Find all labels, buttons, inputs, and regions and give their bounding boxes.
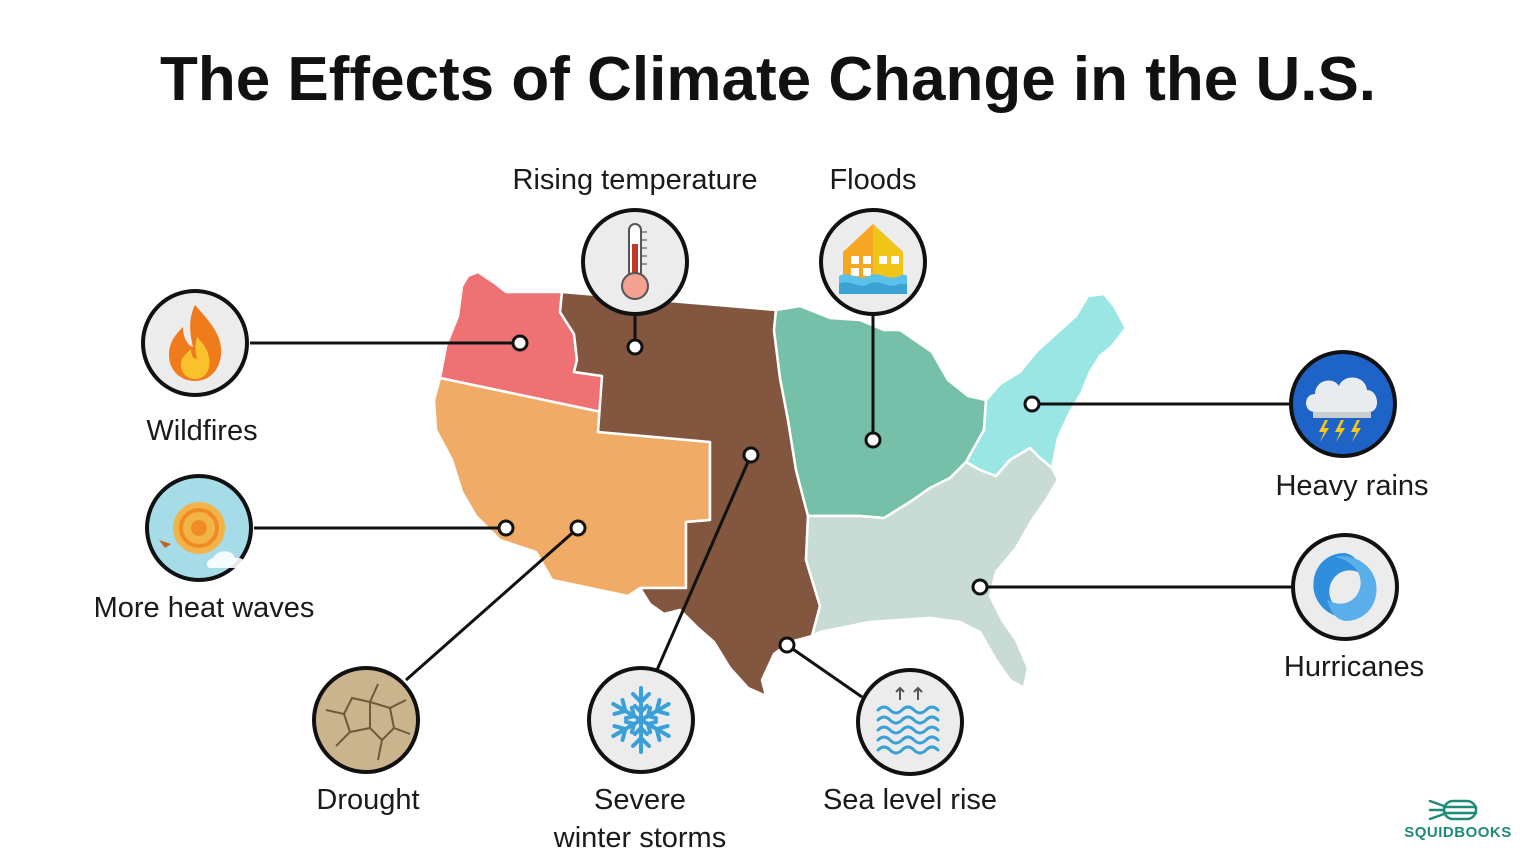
cracked-earth-icon <box>312 666 420 774</box>
label-floods: Floods <box>829 164 917 196</box>
brand-name: SQUIDBOOKS <box>1404 824 1512 841</box>
connector-dots <box>497 334 1041 654</box>
dot-floods <box>864 431 882 449</box>
dot-drought <box>569 519 587 537</box>
label-hurricanes: Hurricanes <box>1283 651 1425 683</box>
flooded-house-icon <box>819 208 927 316</box>
connector-lines <box>250 314 1292 699</box>
label-drought: Drought <box>316 784 420 816</box>
fire-icon <box>141 289 249 397</box>
squid-logo-icon <box>1428 799 1478 821</box>
region-northeast <box>964 292 1128 478</box>
connector-sea-level <box>786 643 863 699</box>
region-southeast <box>804 446 1060 690</box>
sun-icon <box>145 474 253 582</box>
snowflake-icon <box>587 666 695 774</box>
label-severe-winter-storms: Severe winter storms <box>553 784 727 854</box>
label-rising-temperature: Rising temperature <box>512 164 758 196</box>
hurricane-icon <box>1291 533 1399 641</box>
thermometer-icon <box>581 208 689 316</box>
page-title: The Effects of Climate Change in the U.S… <box>159 45 1377 114</box>
dot-rising-temperature <box>626 338 644 356</box>
dot-wildfires <box>511 334 529 352</box>
brand-logo: SQUIDBOOKS <box>1398 796 1518 841</box>
dot-winter-storms <box>742 446 760 464</box>
dot-sea-level <box>778 636 796 654</box>
dot-heavy-rains <box>1023 395 1041 413</box>
dot-heat-waves <box>497 519 515 537</box>
waves-icon <box>856 668 964 776</box>
label-wildfires: Wildfires <box>146 415 258 447</box>
connector-winter-storms <box>655 454 753 671</box>
label-sea-level-rise: Sea level rise <box>822 784 998 816</box>
dot-hurricanes <box>971 578 989 596</box>
storm-cloud-icon <box>1289 350 1397 458</box>
us-map-regions <box>432 270 1128 698</box>
label-heavy-rains: Heavy rains <box>1275 470 1429 502</box>
label-more-heat-waves: More heat waves <box>93 592 315 624</box>
connector-drought <box>405 526 579 682</box>
